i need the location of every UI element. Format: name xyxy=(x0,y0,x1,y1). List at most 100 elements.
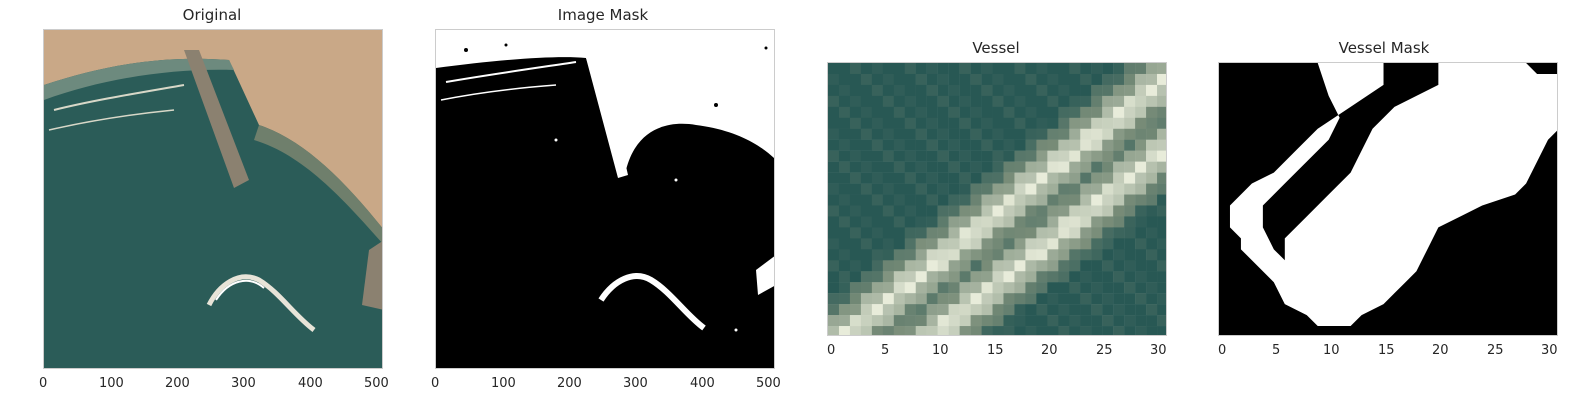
vessel-pixel xyxy=(981,73,993,86)
vessel-pixel xyxy=(1113,271,1125,283)
vessel-pixel xyxy=(1102,106,1114,119)
vessel-pixel xyxy=(915,216,927,228)
vessel-pixel xyxy=(1003,216,1015,228)
vessel-pixel xyxy=(992,227,1004,239)
vessel-pixel xyxy=(1003,293,1015,305)
vessel-pixel xyxy=(893,73,905,86)
vessel-pixel xyxy=(992,128,1004,140)
vessel-pixel xyxy=(915,161,927,173)
vessel-pixel xyxy=(1146,271,1158,283)
vessel-pixel xyxy=(893,249,905,261)
vessel-pixel xyxy=(1058,172,1070,184)
vessel-pixel xyxy=(1058,271,1070,283)
vessel-pixel xyxy=(1036,63,1048,75)
vessel-pixel xyxy=(1036,194,1048,206)
vessel-pixel xyxy=(838,117,851,129)
vessel-pixel xyxy=(1091,282,1103,294)
vessel-pixel xyxy=(849,271,862,283)
vessel-pixel xyxy=(904,139,916,151)
vessel-pixel xyxy=(970,326,982,335)
vessel-pixel xyxy=(1135,205,1147,217)
vessel-pixel xyxy=(1091,128,1103,140)
vessel-pixel xyxy=(970,293,982,305)
vessel-pixel xyxy=(1080,63,1092,75)
vessel-pixel xyxy=(948,216,960,228)
vessel-pixel xyxy=(1047,315,1059,327)
vessel-pixel xyxy=(1058,73,1070,86)
vessel-pixel xyxy=(904,128,916,140)
vessel-pixel xyxy=(926,238,938,250)
vessel-pixel xyxy=(1157,227,1166,239)
vessel-pixel xyxy=(1014,293,1026,305)
xtick: 5 xyxy=(881,343,890,358)
vessel-pixel xyxy=(1025,194,1037,206)
vessel-image xyxy=(827,62,1167,336)
vessel-pixel xyxy=(948,293,960,305)
vessel-pixel xyxy=(1036,293,1048,305)
vessel-pixel xyxy=(915,315,927,327)
vessel-pixel xyxy=(992,282,1004,294)
vessel-pixel xyxy=(1025,106,1037,119)
vessel-pixel xyxy=(1091,227,1103,239)
vessel-pixel xyxy=(1113,84,1125,97)
vessel-pixel xyxy=(904,326,916,335)
vessel-mask xyxy=(1218,62,1558,336)
vessel-pixel xyxy=(1157,172,1166,184)
vessel-pixel xyxy=(959,227,971,239)
vessel-pixel xyxy=(1124,238,1136,250)
vessel-pixel xyxy=(860,282,873,294)
vessel-pixel xyxy=(849,238,862,250)
vessel-pixel xyxy=(1124,216,1136,228)
vessel-pixel xyxy=(1124,139,1136,151)
vessel-pixel xyxy=(1113,315,1125,327)
vessel-pixel xyxy=(1069,128,1081,140)
vessel-pixel xyxy=(1003,238,1015,250)
vessel-pixel xyxy=(1036,304,1048,316)
vessel-pixel xyxy=(1069,326,1081,335)
vessel-pixel xyxy=(926,117,938,129)
vessel-pixel xyxy=(1014,63,1026,75)
vessel-pixel xyxy=(849,63,862,75)
vessel-pixel xyxy=(1080,194,1092,206)
panel-title-vessel: Vessel xyxy=(972,39,1020,57)
vessel-pixel xyxy=(871,249,884,261)
vessel-pixel xyxy=(992,293,1004,305)
vessel-pixel xyxy=(981,84,993,97)
vessel-pixel xyxy=(1135,161,1147,173)
vessel-pixel xyxy=(948,84,960,97)
vessel-pixel xyxy=(1047,150,1059,162)
vessel-pixel xyxy=(904,106,916,119)
vessel-pixel xyxy=(1113,172,1125,184)
vessel-pixel xyxy=(970,150,982,162)
vessel-pixel xyxy=(882,238,895,250)
vessel-pixel xyxy=(1047,238,1059,250)
vessel-pixel xyxy=(937,205,949,217)
vessel-pixel xyxy=(871,150,884,162)
vessel-pixel xyxy=(1014,249,1026,261)
vessel-pixel xyxy=(1080,304,1092,316)
vessel-pixel xyxy=(926,161,938,173)
vessel-pixel xyxy=(937,172,949,184)
vessel-pixel xyxy=(882,172,895,184)
vessel-pixel xyxy=(1080,271,1092,283)
vessel-pixel xyxy=(860,304,873,316)
xtick: 300 xyxy=(623,376,648,391)
vessel-pixel xyxy=(1058,315,1070,327)
vessel-pixel xyxy=(849,194,862,206)
vessel-pixel xyxy=(828,106,840,119)
vessel-pixel xyxy=(948,73,960,86)
vessel-pixel xyxy=(828,315,840,327)
vessel-pixel xyxy=(828,161,840,173)
xtick: 10 xyxy=(932,343,949,358)
vessel-pixel xyxy=(1036,150,1048,162)
vessel-pixel xyxy=(849,139,862,151)
vessel-pixel xyxy=(1003,271,1015,283)
vessel-pixel xyxy=(1058,117,1070,129)
vessel-pixel xyxy=(882,161,895,173)
vessel-pixel xyxy=(828,73,840,86)
vessel-pixel xyxy=(926,194,938,206)
vessel-pixel xyxy=(1069,205,1081,217)
vessel-pixel xyxy=(828,63,840,75)
vessel-pixel xyxy=(1047,95,1059,108)
vessel-pixel xyxy=(937,84,949,97)
